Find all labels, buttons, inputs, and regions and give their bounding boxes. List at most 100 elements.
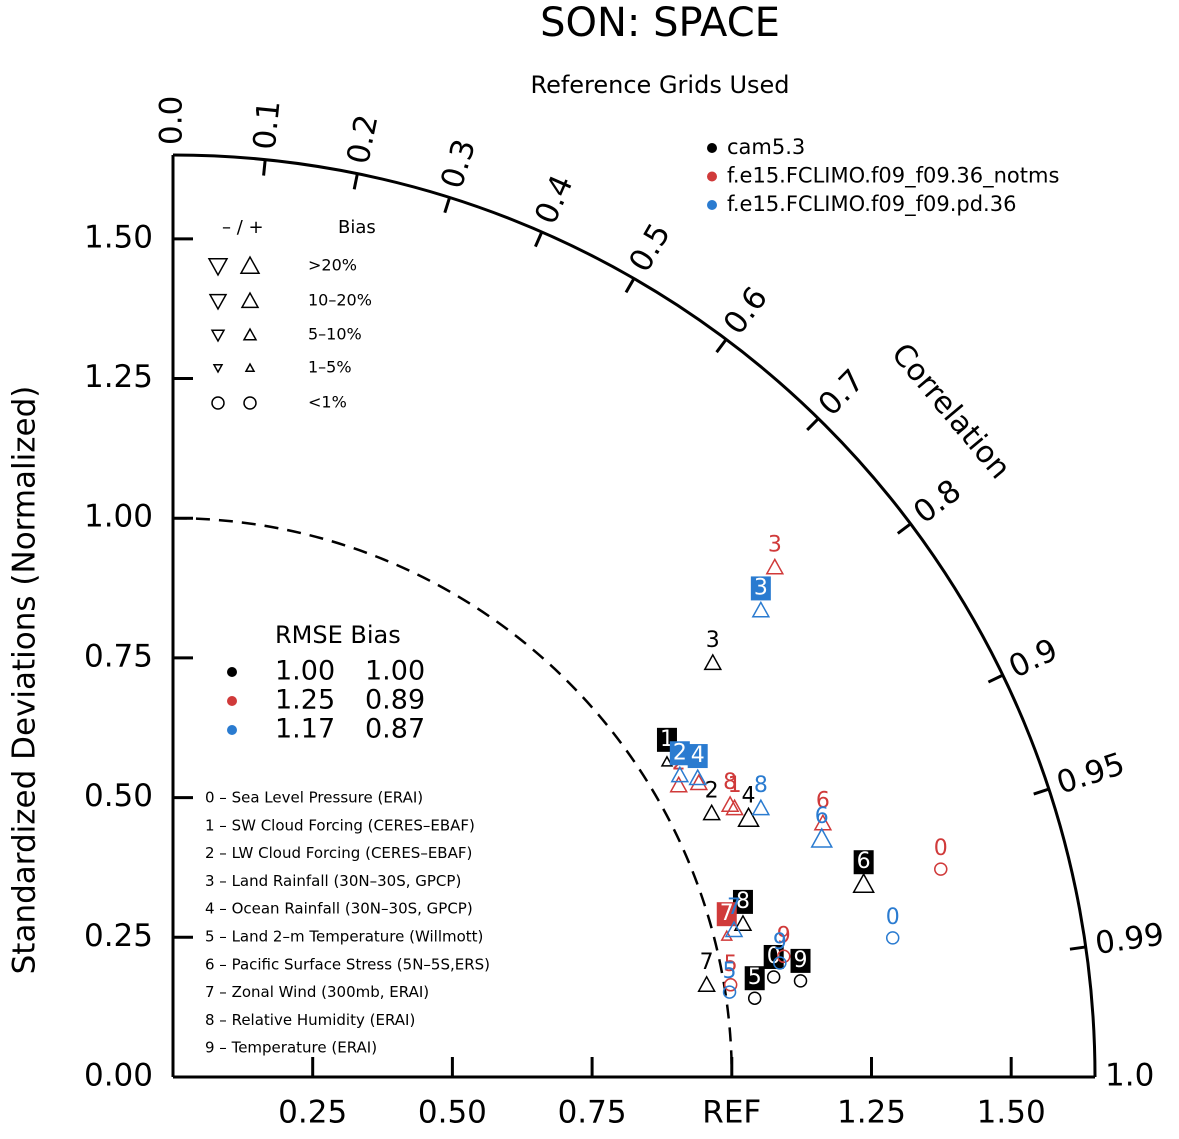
- outer-arc: [172, 153, 1097, 1078]
- correlation-tick-label: 0.7: [811, 363, 871, 423]
- point-label: 9: [794, 948, 808, 973]
- label-box: [732, 889, 753, 914]
- bias-row-label: <1%: [308, 393, 347, 412]
- x-tick-label: REF: [702, 1095, 761, 1131]
- data-point: [660, 755, 674, 767]
- label-box: [687, 744, 708, 769]
- chart-subtitle: Reference Grids Used: [530, 71, 789, 99]
- data-point: [703, 653, 723, 671]
- correlation-tick: [624, 277, 636, 294]
- x-tick-label: 0.25: [278, 1095, 347, 1131]
- case-label: 1 – SW Cloud Forcing (CERES–EBAF): [205, 816, 475, 834]
- data-point: [751, 600, 771, 618]
- correlation-tick-label: 1.0: [1105, 1058, 1154, 1094]
- correlation-tick-label: 0.0: [154, 96, 190, 145]
- ref-arc: [172, 516, 734, 1078]
- data-point: [773, 956, 787, 970]
- data-point: [720, 929, 734, 941]
- point-label: 4: [691, 743, 705, 768]
- label-box: [669, 741, 690, 766]
- data-point: [766, 970, 781, 984]
- point-label: 9: [777, 923, 791, 948]
- bias-symbol: [211, 396, 225, 410]
- data-point: [765, 557, 785, 575]
- x-tick-label: 1.50: [977, 1095, 1046, 1131]
- data-point: [688, 768, 707, 786]
- data-point: [793, 974, 808, 988]
- stats-rmse: 1.17: [275, 714, 335, 745]
- case-label: 0 – Sea Level Pressure (ERAI): [205, 789, 423, 807]
- x-tick-label: 0.50: [418, 1095, 487, 1131]
- correlation-tick-label: 0.5: [622, 217, 678, 278]
- legend-marker: [707, 200, 717, 210]
- y-axis-label: Standardized Deviations (Normalized): [7, 386, 43, 975]
- label-box: [853, 850, 874, 875]
- case-label: 7 – Zonal Wind (300mb, ERAI): [205, 983, 429, 1001]
- point-label: 7: [727, 895, 741, 920]
- point-label: 4: [742, 783, 756, 808]
- case-label: 6 – Pacific Surface Stress (5N–5S,ERS): [205, 955, 490, 973]
- point-label: 1: [728, 773, 742, 798]
- bias-symbol: [242, 327, 258, 341]
- y-tick-label: 1.50: [84, 219, 153, 255]
- label-box: [744, 966, 765, 991]
- point-label: 0: [934, 836, 948, 861]
- point-label: 5: [748, 965, 762, 990]
- correlation-tick-label: 0.8: [907, 473, 968, 531]
- case-label: 8 – Relative Humidity (ERAI): [205, 1011, 415, 1029]
- y-tick-label: 0.00: [84, 1058, 153, 1094]
- correlation-tick-label: 0.3: [434, 135, 483, 193]
- data-point: [733, 914, 753, 932]
- correlation-tick-label: 0.1: [247, 99, 288, 152]
- correlation-tick-label: 0.6: [717, 280, 775, 341]
- correlation-tick: [534, 231, 544, 248]
- bias-row-label: >20%: [308, 256, 357, 275]
- chart-title: SON: SPACE: [540, 0, 780, 46]
- correlation-tick: [987, 673, 1004, 684]
- correlation-tick-label: 0.99: [1093, 916, 1166, 961]
- data-point: [852, 872, 875, 893]
- data-point: [810, 827, 834, 848]
- stats-bias: 1.00: [365, 656, 425, 687]
- data-point: [777, 949, 791, 964]
- bias-row-label: 10–20%: [308, 291, 372, 310]
- legend-label: f.e15.FCLIMO.f09_f09.36_notms: [727, 164, 1059, 189]
- correlation-tick-label: 0.4: [528, 170, 581, 230]
- stats-marker: [227, 696, 237, 706]
- stats-bias: 0.89: [365, 685, 425, 716]
- legend-marker: [707, 143, 717, 153]
- correlation-tick-label: 0.2: [340, 112, 385, 168]
- correlation-tick-label: 0.9: [1003, 632, 1063, 686]
- stats-rmse: 1.00: [275, 656, 335, 687]
- data-point: [722, 985, 737, 999]
- bias-symbol: [212, 364, 224, 374]
- point-label: 8: [723, 770, 737, 795]
- label-box: [763, 944, 784, 969]
- point-label: 0: [886, 905, 900, 930]
- case-label: 9 – Temperature (ERAI): [205, 1039, 377, 1057]
- bias-header: Bias: [338, 217, 376, 238]
- point-label: 5: [724, 952, 738, 977]
- y-tick-label: 0.75: [84, 638, 153, 674]
- correlation-tick: [1033, 787, 1050, 796]
- y-tick-label: 1.00: [84, 499, 153, 535]
- data-point: [689, 773, 709, 791]
- bias-symbol: [244, 362, 256, 372]
- data-point: [669, 775, 688, 793]
- case-label: 4 – Ocean Rainfall (30N–30S, GPCP): [205, 900, 473, 918]
- label-box: [750, 576, 771, 601]
- stats-marker: [227, 725, 237, 735]
- correlation-tick-label: 0.95: [1052, 746, 1129, 802]
- data-point: [670, 765, 690, 783]
- data-point: [720, 795, 740, 813]
- data-point: [697, 975, 716, 992]
- point-label: 8: [736, 889, 750, 914]
- point-label: 0: [767, 944, 781, 969]
- stats-rmse: 1.25: [275, 685, 335, 716]
- correlation-tick: [443, 197, 452, 214]
- point-label: 3: [706, 628, 720, 653]
- case-label: 5 – Land 2–m Temperature (Willmott): [205, 928, 483, 946]
- bias-row-label: 5–10%: [308, 325, 362, 344]
- correlation-tick: [1069, 945, 1086, 951]
